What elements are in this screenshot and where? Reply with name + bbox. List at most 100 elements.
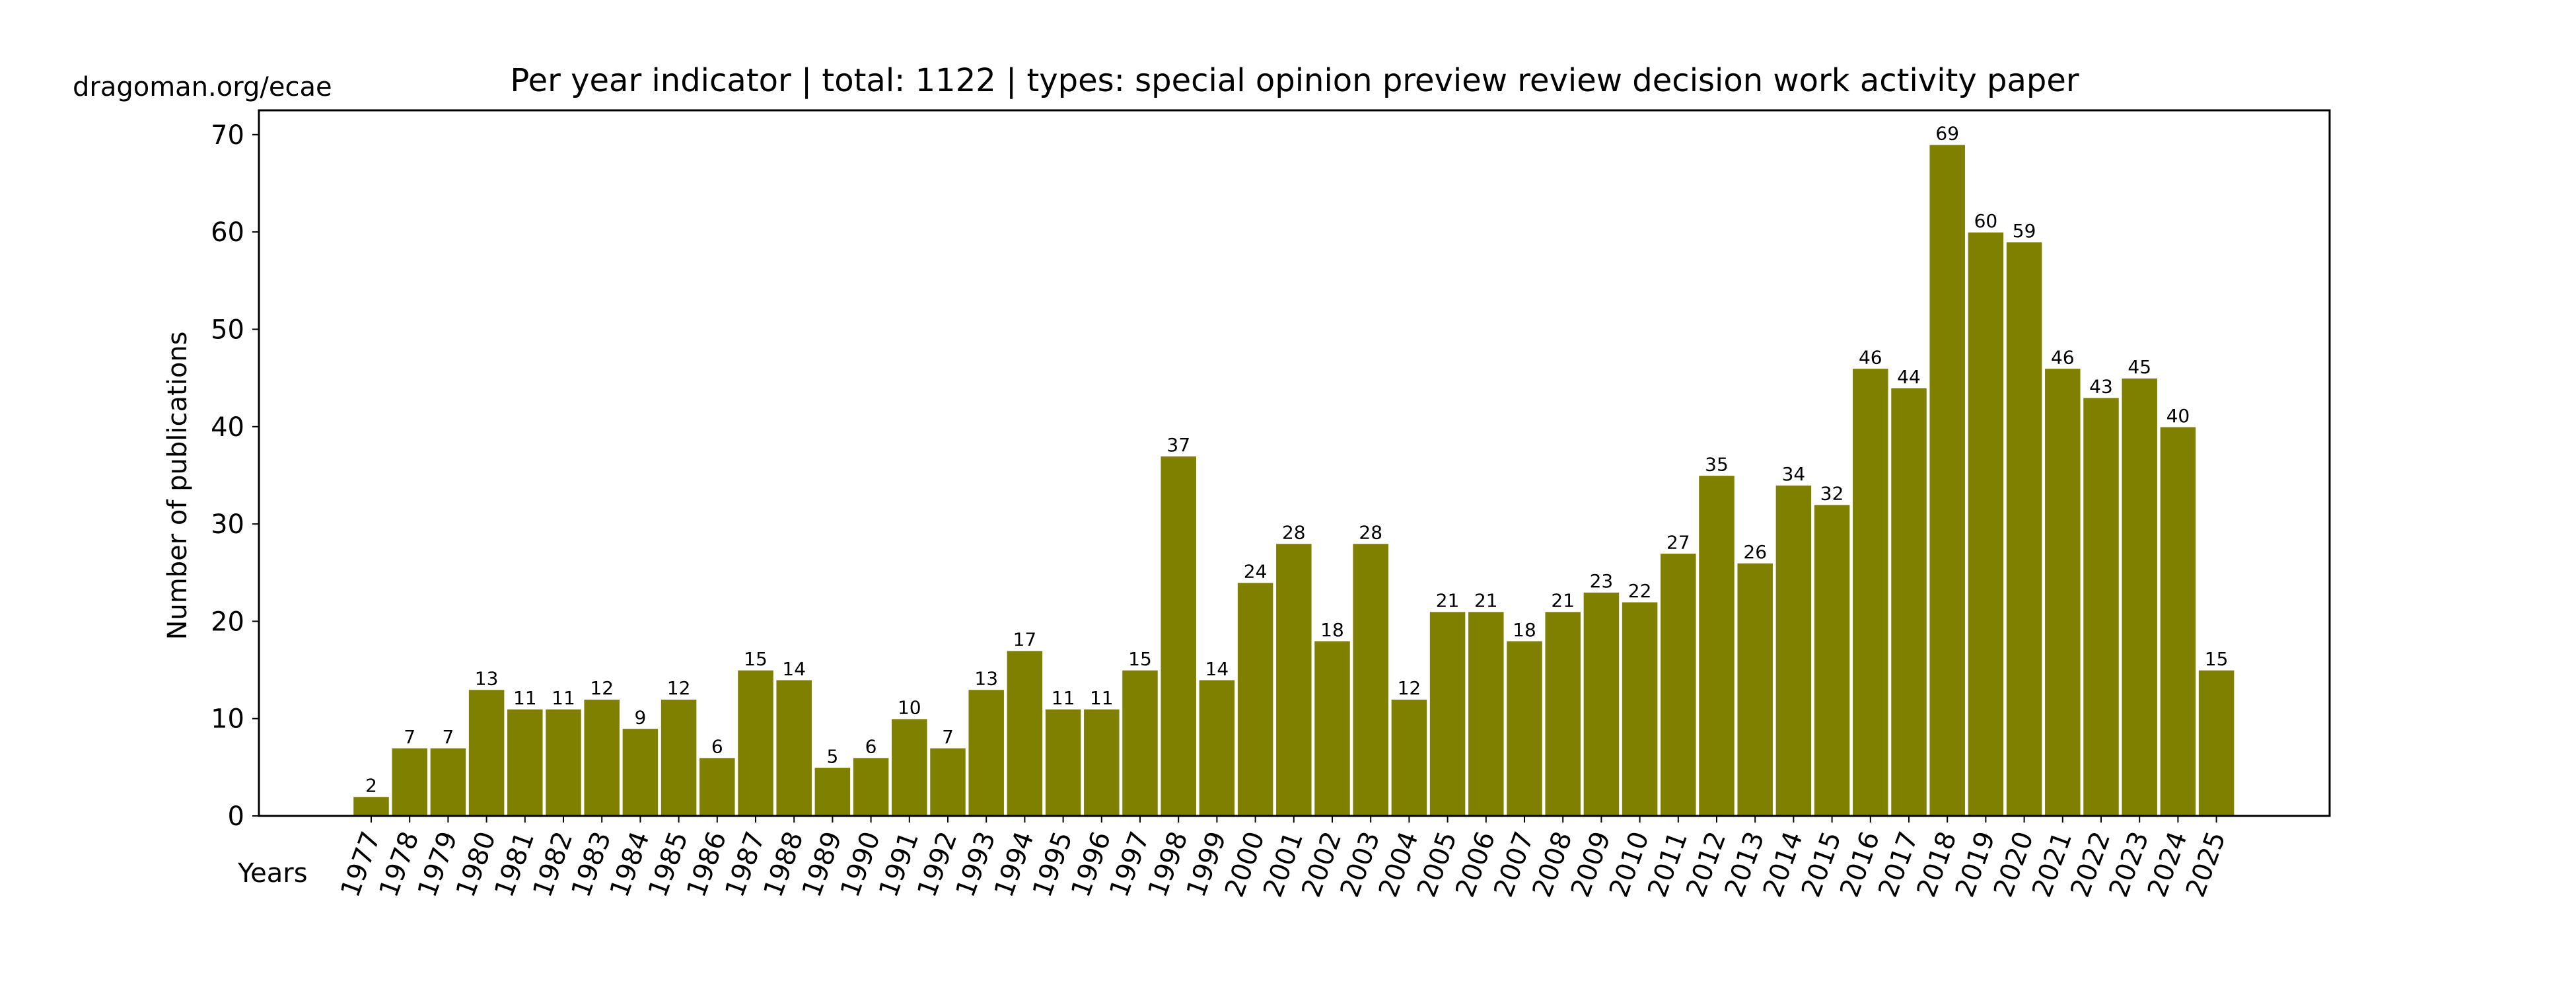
bar-value-label-2024: 40 bbox=[2166, 405, 2190, 427]
bar-value-label-2014: 34 bbox=[1782, 463, 1806, 485]
bar-2008 bbox=[1544, 610, 1582, 817]
bar-1991 bbox=[890, 717, 929, 817]
bar-value-label-2008: 21 bbox=[1551, 590, 1575, 612]
bar-value-label-1984: 9 bbox=[634, 706, 646, 728]
bar-2009 bbox=[1583, 591, 1620, 817]
bar-value-label-2015: 32 bbox=[1820, 483, 1844, 505]
bar-2004 bbox=[1390, 698, 1428, 817]
bar-2014 bbox=[1775, 484, 1812, 817]
bar-value-label-1999: 14 bbox=[1205, 658, 1229, 680]
bar-2005 bbox=[1429, 610, 1466, 817]
bar-2000 bbox=[1236, 581, 1274, 817]
bar-value-label-2001: 28 bbox=[1282, 522, 1306, 544]
y-tick-label-60: 60 bbox=[211, 217, 244, 248]
site-label: dragoman.org/ecae bbox=[73, 72, 332, 102]
bar-value-label-1992: 7 bbox=[942, 726, 954, 748]
bar-1979 bbox=[429, 747, 467, 817]
bar-1977 bbox=[352, 795, 390, 817]
bar-value-label-1988: 14 bbox=[782, 658, 806, 680]
bar-1999 bbox=[1198, 679, 1236, 817]
bar-value-label-2010: 22 bbox=[1628, 580, 1652, 602]
bar-1998 bbox=[1159, 455, 1198, 817]
bar-value-label-1991: 10 bbox=[898, 697, 921, 719]
bars-group bbox=[352, 143, 2235, 817]
bar-value-label-2021: 46 bbox=[2051, 346, 2075, 368]
bar-1988 bbox=[775, 679, 813, 817]
bar-1993 bbox=[967, 688, 1005, 817]
bar-value-label-2013: 26 bbox=[1743, 541, 1767, 563]
bar-value-label-2020: 59 bbox=[2013, 220, 2036, 242]
bar-2016 bbox=[1851, 367, 1890, 817]
bar-value-label-1994: 17 bbox=[1013, 629, 1037, 651]
bar-value-label-2019: 60 bbox=[1974, 210, 1998, 232]
bar-value-label-2012: 35 bbox=[1705, 453, 1729, 475]
bar-value-label-1987: 15 bbox=[744, 648, 768, 670]
bar-value-label-1980: 13 bbox=[475, 668, 499, 690]
bar-2015 bbox=[1813, 503, 1851, 817]
bar-value-label-1977: 2 bbox=[365, 775, 377, 797]
y-tick-label-30: 30 bbox=[211, 509, 244, 540]
bar-value-label-1998: 37 bbox=[1166, 434, 1190, 456]
bar-2012 bbox=[1698, 474, 1736, 817]
bar-1990 bbox=[852, 756, 890, 817]
bar-1983 bbox=[583, 698, 621, 817]
bar-1992 bbox=[929, 747, 967, 817]
bar-value-label-2016: 46 bbox=[1859, 346, 1882, 368]
bar-1978 bbox=[390, 747, 429, 817]
chart-title: Per year indicator | total: 1122 | types… bbox=[510, 62, 2079, 99]
bar-value-label-1996: 11 bbox=[1090, 687, 1114, 709]
bar-2017 bbox=[1890, 387, 1928, 817]
bar-value-label-1993: 13 bbox=[974, 668, 998, 690]
bar-value-label-2005: 21 bbox=[1436, 590, 1460, 612]
bar-1989 bbox=[814, 766, 851, 817]
bar-2020 bbox=[2005, 241, 2043, 817]
bar-1981 bbox=[506, 708, 544, 817]
bar-value-label-2022: 43 bbox=[2089, 376, 2113, 398]
y-axis-label: Number of publications bbox=[162, 332, 193, 640]
bar-1984 bbox=[622, 727, 659, 817]
bar-2010 bbox=[1621, 601, 1659, 817]
bar-2023 bbox=[2120, 377, 2159, 817]
bar-value-label-2000: 24 bbox=[1244, 561, 1268, 583]
bar-2013 bbox=[1736, 562, 1774, 817]
bar-2007 bbox=[1505, 640, 1544, 817]
bar-value-label-1990: 6 bbox=[865, 736, 877, 758]
bar-2025 bbox=[2198, 669, 2235, 817]
bar-2022 bbox=[2082, 396, 2120, 817]
bar-value-label-2018: 69 bbox=[1935, 123, 1959, 145]
bar-2024 bbox=[2159, 426, 2197, 817]
bar-2001 bbox=[1275, 542, 1313, 817]
bar-value-label-1981: 11 bbox=[513, 687, 537, 709]
bar-value-label-2023: 45 bbox=[2128, 356, 2151, 378]
bar-1982 bbox=[544, 708, 583, 817]
y-tick-label-40: 40 bbox=[211, 412, 244, 443]
y-tick-label-10: 10 bbox=[211, 704, 244, 735]
bar-value-label-2006: 21 bbox=[1474, 590, 1498, 612]
bar-2003 bbox=[1351, 542, 1390, 817]
bar-value-label-1978: 7 bbox=[404, 726, 415, 748]
bar-value-label-2017: 44 bbox=[1897, 366, 1921, 388]
bar-value-label-2011: 27 bbox=[1666, 531, 1690, 553]
y-axis-ticks: 0 10 20 30 40 50 60 70 bbox=[211, 120, 259, 832]
bar-2002 bbox=[1313, 640, 1351, 817]
bar-1985 bbox=[660, 698, 698, 817]
bar-value-label-1986: 6 bbox=[711, 736, 723, 758]
bar-2006 bbox=[1467, 610, 1505, 817]
bar-value-label-1989: 5 bbox=[826, 745, 838, 767]
bar-value-label-2009: 23 bbox=[1590, 570, 1614, 592]
bar-2021 bbox=[2044, 367, 2082, 817]
bar-value-label-2025: 15 bbox=[2205, 648, 2229, 670]
y-tick-label-20: 20 bbox=[211, 606, 244, 637]
bar-1995 bbox=[1044, 708, 1082, 817]
bar-1994 bbox=[1006, 649, 1044, 817]
bar-value-label-1979: 7 bbox=[442, 726, 454, 748]
bar-value-label-2002: 18 bbox=[1320, 619, 1344, 641]
bar-value-label-2003: 28 bbox=[1359, 522, 1382, 544]
bar-value-label-2004: 12 bbox=[1398, 677, 1421, 699]
bar-value-label-1982: 11 bbox=[552, 687, 575, 709]
y-tick-label-70: 70 bbox=[211, 120, 244, 151]
bar-value-label-1995: 11 bbox=[1052, 687, 1075, 709]
bar-2018 bbox=[1928, 143, 1966, 817]
